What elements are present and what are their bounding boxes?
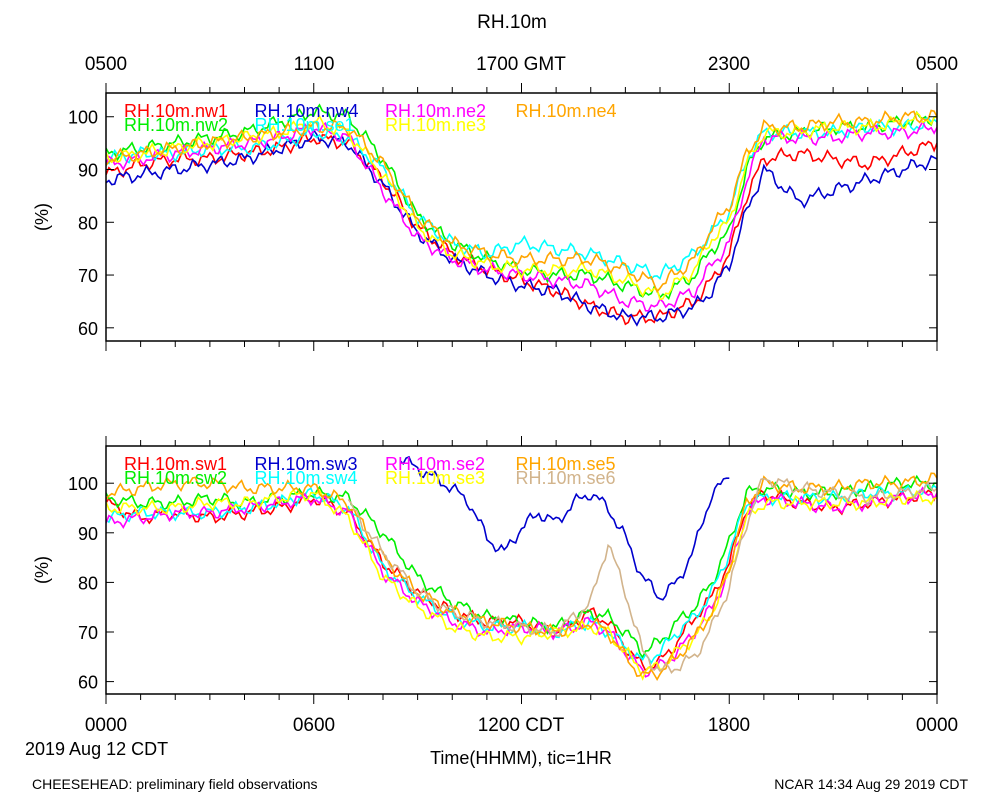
series-line-RH.10m.sw4 [106, 483, 937, 665]
cdt-tick-label: 0000 [916, 715, 958, 736]
series-group [106, 455, 937, 682]
figure-title: RH.10m [477, 12, 547, 33]
legend-label: RH.10m.nw2 [124, 115, 228, 135]
gmt-tick-label: 1700 GMT [476, 54, 566, 75]
y-tick-label: 60 [78, 673, 98, 693]
y-tick-label: 90 [78, 524, 98, 544]
legend-label: RH.10m.sw1 [124, 454, 227, 474]
legend-label: RH.10m.sw3 [255, 454, 358, 474]
y-tick-label: 80 [78, 213, 98, 233]
legend-label: RH.10m.nw1 [124, 101, 228, 121]
legend-label: RH.10m.ne2 [385, 101, 486, 121]
y-tick-label: 90 [78, 161, 98, 181]
footer-right-note: NCAR 14:34 Aug 29 2019 CDT [774, 776, 968, 792]
legend-label: RH.10m.se1 [255, 115, 355, 135]
top-axis-gmt-labels: 0500 1100 1700 GMT 2300 0500 [85, 54, 958, 75]
series-line-RH.10m.ne2 [106, 120, 937, 312]
y-axis-title: (%) [32, 556, 52, 584]
y-tick-label: 100 [68, 474, 98, 494]
cdt-tick-label: 1200 CDT [478, 715, 565, 736]
series-line-RH.10m.nw1 [106, 132, 937, 326]
date-label: 2019 Aug 12 CDT [25, 739, 168, 759]
series-group [106, 103, 937, 327]
x-axis-title: Time(HHMM), tic=1HR [430, 748, 612, 768]
series-line-RH.10m.sw3 [399, 455, 730, 601]
legend-label: RH.10m.sw4 [255, 468, 358, 488]
cdt-tick-label: 0000 [85, 715, 127, 736]
gmt-tick-label: 0500 [916, 54, 958, 75]
plot-frame [105, 92, 938, 342]
footer-left-note: CHEESEHEAD: preliminary field observatio… [32, 776, 318, 792]
series-line-RH.10m.ne3 [106, 111, 937, 301]
legend-label: RH.10m.se2 [385, 454, 485, 474]
y-tick-label: 70 [78, 266, 98, 286]
legend-label: RH.10m.sw2 [124, 468, 227, 488]
legend-label: RH.10m.ne4 [516, 101, 617, 121]
legend-label: RH.10m.nw4 [255, 101, 359, 121]
series-line-RH.10m.se3 [106, 488, 937, 681]
y-tick-label: 60 [78, 319, 98, 339]
series-line-RH.10m.ne4 [106, 109, 937, 294]
series-line-RH.10m.nw4 [106, 128, 937, 327]
legend-label: RH.10m.ne3 [385, 115, 486, 135]
y-axis-title: (%) [32, 203, 52, 231]
gmt-tick-label: 0500 [85, 54, 127, 75]
bottom-axis-cdt-labels: 0000 0600 1200 CDT 1800 0000 [85, 715, 958, 736]
gmt-tick-label: 1100 [294, 54, 335, 75]
cdt-tick-label: 1800 [708, 715, 750, 736]
legend-label: RH.10m.se6 [516, 468, 616, 488]
legend-label: RH.10m.se5 [516, 454, 616, 474]
gmt-tick-label: 2300 [708, 54, 750, 75]
y-tick-label: 70 [78, 623, 98, 643]
legend-label: RH.10m.se3 [385, 468, 485, 488]
series-line-RH.10m.se5 [106, 472, 937, 682]
y-tick-label: 80 [78, 573, 98, 593]
y-tick-label: 100 [68, 108, 98, 128]
series-line-RH.10m.se6 [347, 477, 937, 674]
cdt-tick-label: 0600 [293, 715, 335, 736]
series-line-RH.10m.se2 [106, 486, 937, 678]
